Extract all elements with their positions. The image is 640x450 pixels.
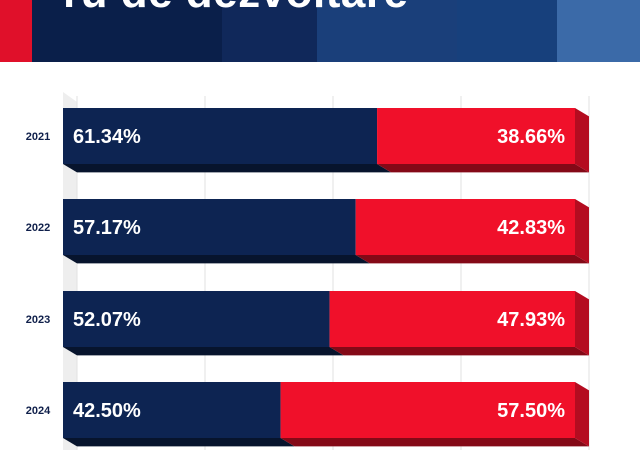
bar-depth-face [63, 255, 370, 264]
header-red-stripe [0, 0, 32, 62]
header-title: ru de dezvoltare [63, 0, 408, 18]
header-blue-block-2 [457, 0, 557, 62]
header-navy-block-2 [222, 0, 317, 62]
plot-left-wall [63, 92, 77, 450]
data-label-2024-2: 57.50% [497, 400, 565, 422]
category-label-2024: 2024 [26, 405, 51, 417]
bar-side-face [575, 199, 589, 264]
category-label-2022: 2022 [26, 222, 50, 234]
data-label-2022-2: 42.83% [497, 217, 565, 239]
bar-2021-segment-2 [377, 108, 575, 164]
bar-2022-segment-2 [355, 199, 575, 255]
bar-depth-face [63, 347, 344, 356]
header-banner: ru de dezvoltare [0, 0, 640, 62]
bar-depth-face [329, 347, 589, 356]
data-label-2022-1: 57.17% [73, 217, 141, 239]
bar-2023-segment-2 [329, 291, 575, 347]
bar-depth-face [355, 255, 589, 264]
category-label-2021: 2021 [26, 131, 50, 143]
bar-2022-segment-1 [63, 199, 356, 255]
data-label-2021-2: 38.66% [497, 126, 565, 148]
header-light-blue-block [557, 0, 640, 62]
bar-2024-segment-2 [280, 382, 575, 438]
category-label-2023: 2023 [26, 314, 50, 326]
data-label-2023-1: 52.07% [73, 309, 141, 331]
header-blue-block [317, 0, 457, 62]
bar-depth-face [63, 164, 392, 173]
bar-2023-segment-1 [63, 291, 330, 347]
bar-side-face [575, 291, 589, 356]
bar-2021-segment-1 [63, 108, 378, 164]
header-navy-block [32, 0, 222, 62]
data-label-2024-1: 42.50% [73, 400, 141, 422]
bar-side-face [575, 382, 589, 447]
bar-2024-segment-1 [63, 382, 281, 438]
data-label-2021-1: 61.34% [73, 126, 141, 148]
bar-depth-face [377, 164, 589, 173]
bar-side-face [575, 108, 589, 173]
bar-depth-face [280, 438, 589, 447]
bar-depth-face [63, 438, 295, 447]
data-label-2023-2: 47.93% [497, 309, 565, 331]
